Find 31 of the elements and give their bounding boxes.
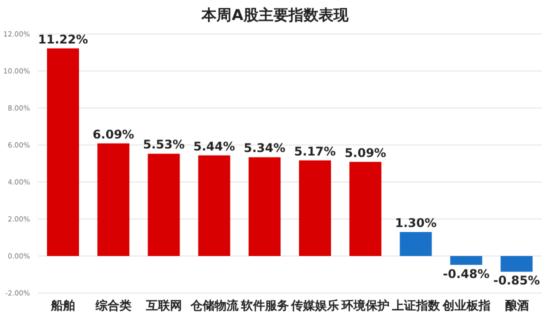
- bar: [248, 157, 281, 256]
- x-tick-label: 酿酒: [504, 298, 529, 313]
- bar: [97, 143, 130, 256]
- x-tick-label: 互联网: [145, 298, 182, 313]
- x-tick-label: 环境保护: [340, 298, 390, 313]
- x-tick-label: 综合类: [94, 298, 132, 313]
- x-tick-label: 上证指数: [391, 298, 441, 313]
- x-tick-label: 传媒娱乐: [290, 298, 340, 313]
- data-label: 5.44%: [193, 139, 236, 154]
- data-label: 11.22%: [38, 32, 88, 46]
- chart-title: 本周A股主要指数表现: [200, 6, 350, 25]
- data-label: 5.17%: [294, 144, 336, 158]
- x-tick-label: 船舶: [50, 298, 76, 313]
- x-tick-label: 软件服务: [240, 298, 289, 313]
- bar: [450, 256, 482, 265]
- bar: [500, 256, 533, 272]
- x-tick-label: 创业板指: [441, 298, 490, 313]
- bar: [198, 155, 230, 256]
- bar: [47, 48, 79, 256]
- data-label: -0.48%: [442, 266, 490, 281]
- data-label: 5.53%: [142, 138, 185, 152]
- bar: [299, 160, 331, 256]
- data-label: 5.34%: [244, 141, 286, 156]
- data-label: 6.09%: [92, 127, 134, 142]
- bar: [148, 154, 180, 256]
- data-label: -0.85%: [493, 274, 540, 288]
- data-label: 5.09%: [344, 146, 386, 160]
- bar: [400, 232, 432, 256]
- data-label: 1.30%: [394, 216, 437, 230]
- x-tick-label: 仓储物流: [189, 298, 240, 313]
- bar: [349, 162, 382, 256]
